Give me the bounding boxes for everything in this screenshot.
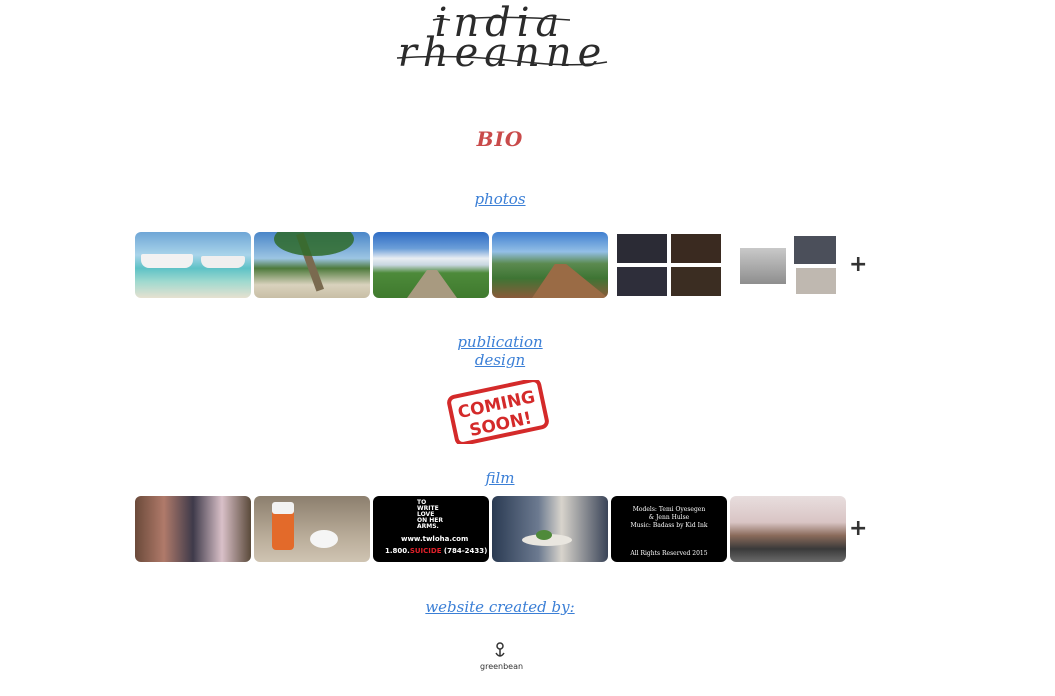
film-group-party-thumbnail[interactable] (135, 496, 251, 562)
photo-palm-beach-thumbnail[interactable] (254, 232, 370, 298)
twloha-phone-word: SUICIDE (409, 547, 442, 555)
site-logo[interactable]: india rheanne (395, 0, 610, 76)
bio-link[interactable]: BIO (476, 127, 524, 151)
stamp-graphic: COMING SOON! (447, 378, 549, 446)
photo-hooded-portraits-thumbnail[interactable] (730, 232, 846, 298)
photo-boats-thumbnail[interactable] (135, 232, 251, 298)
publication-link-line-2: design (474, 351, 526, 369)
greenbean-icon (495, 642, 505, 657)
credits-rights: All Rights Reserved 2015 (630, 550, 708, 557)
credits-models: Models: Temi Oyesegen (632, 506, 706, 513)
film-link[interactable]: film (485, 469, 515, 487)
logo-script-graphic (396, 16, 608, 66)
photos-more-button[interactable]: + (849, 252, 868, 277)
twloha-line-1: TO (417, 499, 427, 506)
film-more-button[interactable]: + (849, 516, 868, 541)
photos-row (135, 232, 846, 298)
film-twloha-card-thumbnail[interactable]: TO WRITE LOVE ON HER ARMS. www.twloha.co… (373, 496, 489, 562)
film-credits-card-thumbnail[interactable]: Models: Temi Oyesegen & Jenn Hulse Music… (611, 496, 727, 562)
publication-link-line-1: publication (457, 333, 543, 351)
greenbean-credit-logo[interactable]: greenbean (480, 642, 524, 671)
film-pill-bottle-thumbnail[interactable] (254, 496, 370, 562)
twloha-phone: 1.800.SUICIDE (784-2433) (385, 547, 487, 555)
credits-models-2: & Jenn Hulse (648, 514, 690, 521)
coming-soon-stamp: COMING SOON! (446, 378, 550, 446)
photos-link[interactable]: photos (474, 190, 526, 208)
film-skeleton-table-thumbnail[interactable] (492, 496, 608, 562)
film-row: TO WRITE LOVE ON HER ARMS. www.twloha.co… (135, 496, 846, 562)
website-credits-link[interactable]: website created by: (425, 598, 575, 616)
twloha-line-2: WRITE (417, 505, 439, 512)
twloha-line-4: ON HER (417, 517, 443, 524)
photo-boardwalk-field-thumbnail[interactable] (373, 232, 489, 298)
photo-boardwalk-hills-thumbnail[interactable] (492, 232, 608, 298)
greenbean-credit-name: greenbean (480, 662, 524, 671)
logo-line-1: india (434, 0, 566, 46)
film-cherry-blossoms-thumbnail[interactable] (730, 496, 846, 562)
twloha-line-5: ARMS. (417, 523, 439, 530)
twloha-phone-prefix: 1.800. (385, 547, 410, 555)
photo-portrait-grid-thumbnail[interactable] (611, 232, 727, 298)
logo-line-2: rheanne (397, 30, 608, 76)
twloha-line-3: LOVE (417, 511, 435, 518)
publication-design-link[interactable]: publication design (0, 333, 1000, 369)
twloha-phone-number: (784-2433) (441, 547, 488, 555)
credits-music: Music: Badass by Kid Ink (630, 522, 708, 529)
twloha-site: www.twloha.com (401, 535, 469, 543)
